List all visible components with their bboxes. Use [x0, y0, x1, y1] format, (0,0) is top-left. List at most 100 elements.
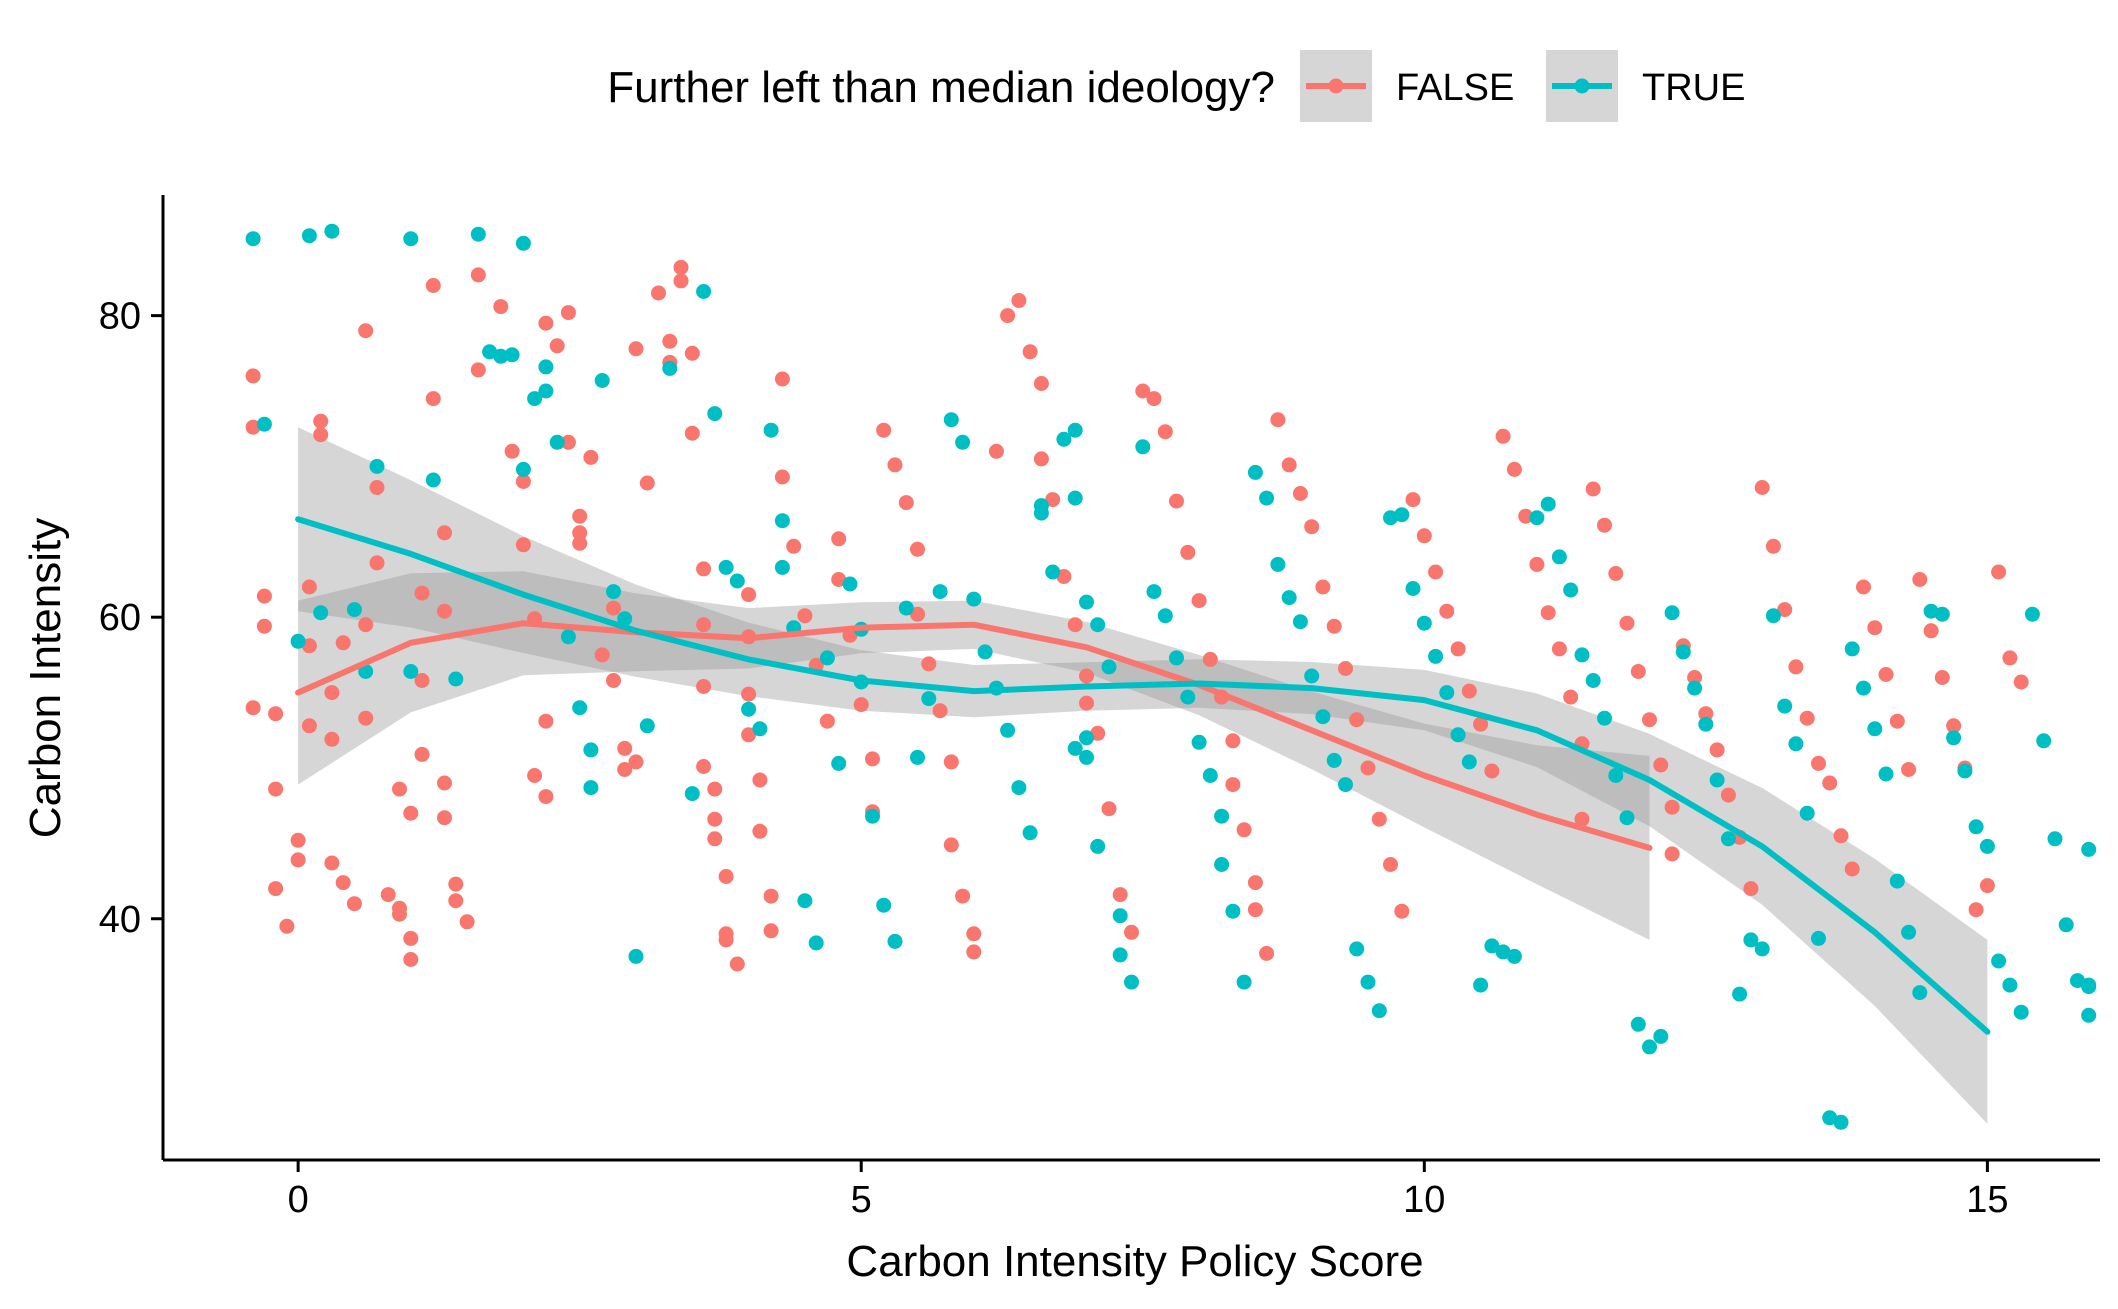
point-true [1326, 752, 1342, 768]
point-true [1416, 615, 1432, 631]
point-false [1889, 713, 1905, 729]
point-true [1608, 768, 1624, 783]
point-true [1338, 777, 1353, 793]
point-true [1754, 941, 1770, 957]
point-true [1799, 805, 1815, 821]
point-false [1473, 716, 1489, 732]
legend-key-point [1574, 78, 1590, 94]
point-false [1067, 617, 1083, 633]
point-true [1056, 431, 1072, 447]
smooth-line-false [295, 620, 1653, 851]
point-false [268, 881, 284, 897]
point-true [1720, 831, 1736, 847]
point-true [2013, 1004, 2029, 1020]
point-true [2002, 977, 2018, 993]
point-true [358, 664, 374, 679]
point-true [1912, 985, 1928, 1001]
point-false [358, 710, 374, 726]
point-true [538, 359, 554, 375]
point-false [1247, 902, 1263, 918]
point-false [628, 341, 644, 357]
point-false [1360, 760, 1376, 776]
point-true [1383, 510, 1398, 526]
point-true [1856, 680, 1871, 696]
point-false [1292, 486, 1308, 501]
point-false [617, 762, 633, 777]
point-true [1946, 730, 1962, 746]
x-tick-label: 10 [1403, 1179, 1445, 1221]
point-true [1124, 974, 1139, 990]
point-false [369, 555, 385, 571]
point-false [707, 811, 723, 827]
point-false [853, 697, 869, 713]
point-true [1957, 763, 1973, 779]
x-tick-label: 5 [851, 1179, 872, 1221]
point-true [1878, 766, 1894, 782]
point-true [1777, 698, 1793, 714]
point-true [1022, 825, 1038, 841]
point-false [1079, 695, 1094, 711]
point-false [943, 837, 959, 853]
point-true [1934, 606, 1950, 622]
point-false [651, 285, 666, 301]
point-false [639, 475, 655, 491]
point-false [1720, 787, 1736, 803]
point-false [1394, 903, 1410, 919]
point-false [515, 474, 531, 489]
point-true [1664, 605, 1680, 621]
point-false [1169, 493, 1184, 509]
point-false [1788, 659, 1804, 675]
point-true [966, 591, 982, 607]
point-true [763, 422, 779, 438]
point-false [290, 852, 306, 868]
point-false [797, 608, 813, 624]
point-true [369, 458, 385, 474]
point-true [1270, 556, 1286, 572]
legend: Further left than median ideology? FALSE… [607, 50, 1745, 122]
point-false [437, 810, 452, 826]
point-false [1551, 641, 1567, 657]
point-true [1405, 581, 1421, 596]
point-false [1461, 683, 1477, 699]
point-true [1630, 1016, 1646, 1032]
point-false [1146, 391, 1162, 407]
data-points [245, 223, 2097, 1130]
point-false [380, 887, 396, 903]
point-true [425, 472, 441, 488]
point-true [1687, 680, 1703, 696]
point-false [752, 823, 768, 839]
point-true [549, 434, 565, 450]
point-false [1574, 811, 1590, 827]
point-false [1225, 777, 1241, 793]
point-true [594, 373, 610, 388]
point-false [425, 278, 441, 293]
point-false [470, 267, 486, 283]
point-true [1292, 614, 1308, 630]
point-true [1236, 974, 1252, 990]
point-false [1664, 846, 1680, 862]
point-true [1202, 768, 1218, 783]
point-false [301, 638, 317, 654]
point-true [1079, 594, 1094, 610]
point-true [628, 948, 644, 964]
point-true [493, 348, 509, 364]
point-false [729, 956, 745, 972]
point-true [774, 559, 790, 575]
point-true [1788, 736, 1804, 752]
legend-label: FALSE [1396, 67, 1514, 109]
point-false [493, 299, 509, 315]
point-true [729, 573, 745, 589]
point-false [1383, 857, 1398, 872]
point-true [1045, 564, 1061, 580]
point-false [786, 538, 802, 554]
point-true [313, 605, 329, 621]
point-false [245, 419, 261, 435]
point-false [718, 869, 734, 884]
point-false [921, 656, 937, 672]
point-true [1495, 944, 1511, 960]
point-true [1450, 727, 1466, 743]
point-false [1079, 668, 1094, 684]
confidence-bands [298, 427, 1988, 1124]
point-true [583, 780, 599, 796]
point-false [1844, 861, 1860, 877]
